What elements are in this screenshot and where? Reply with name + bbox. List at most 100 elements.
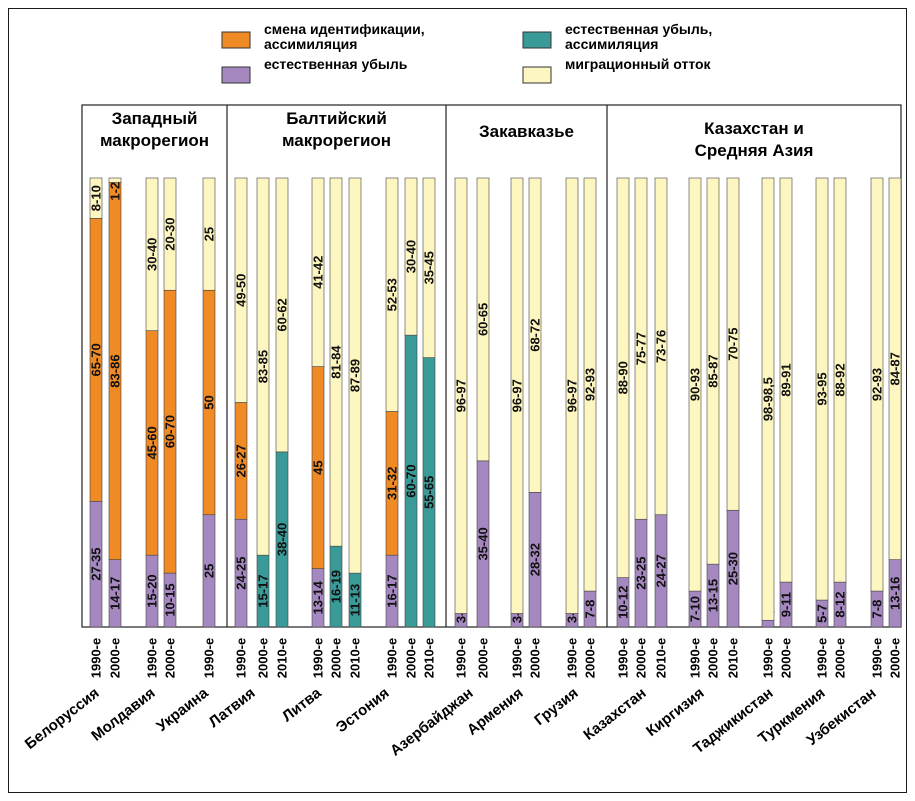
bar-segment-migration xyxy=(779,177,793,583)
segment-value-label: 30-40 xyxy=(404,240,419,273)
period-label: 1990-е xyxy=(385,638,400,678)
period-label: 2000-е xyxy=(108,638,123,678)
segment-value-label: 96-97 xyxy=(565,379,580,412)
period-label: 2010-е xyxy=(654,638,669,678)
period-label: 1990-е xyxy=(688,638,703,678)
segment-value-label: 92-93 xyxy=(583,368,598,401)
country-label: Эстония xyxy=(333,685,393,737)
bar-segment-migration xyxy=(202,177,216,291)
segment-value-label: 55-65 xyxy=(422,476,437,509)
segment-value-label: 45-60 xyxy=(145,426,160,459)
segment-value-label: 87-89 xyxy=(348,359,363,392)
segment-value-label: 45 xyxy=(311,460,326,474)
bar-segment-migration xyxy=(348,177,362,574)
segment-value-label: 24-25 xyxy=(234,556,249,589)
period-label: 1990-е xyxy=(202,638,217,678)
region-title: макрорегион xyxy=(100,131,209,150)
segment-value-label: 35-40 xyxy=(476,527,491,560)
segment-value-label: 50 xyxy=(202,395,217,409)
bar-segment-migration xyxy=(616,177,630,578)
legend-label-ident: ассимиляция xyxy=(264,36,357,52)
country-label: Армения xyxy=(464,685,527,739)
period-label: 2010-е xyxy=(422,638,437,678)
bar-segment-migration xyxy=(454,177,468,614)
segment-value-label: 16-17 xyxy=(385,574,400,607)
bar-segment-migration xyxy=(476,177,490,462)
region-title: макрорегион xyxy=(282,131,391,150)
segment-value-label: 60-70 xyxy=(404,464,419,497)
country-label: Грузия xyxy=(531,685,581,729)
period-label: 1990-е xyxy=(454,638,469,678)
segment-value-label: 5-7 xyxy=(815,604,830,623)
segment-value-label: 83-86 xyxy=(108,354,123,387)
segment-value-label: 92-93 xyxy=(870,368,885,401)
bar-segment-migration xyxy=(634,177,648,520)
legend-swatch-ident xyxy=(221,31,251,49)
segment-value-label: 24-27 xyxy=(654,554,669,587)
segment-value-label: 9-11 xyxy=(779,592,794,617)
bar-segment-migration xyxy=(726,177,740,511)
period-label: 2000-е xyxy=(329,638,344,678)
period-label: 2000-е xyxy=(833,638,848,678)
bar-segment-migration xyxy=(385,177,399,412)
segment-value-label: 23-25 xyxy=(634,556,649,589)
segment-value-label: 8-10 xyxy=(89,185,104,211)
segment-value-label: 49-50 xyxy=(234,274,249,307)
bar-segment-migration xyxy=(145,177,159,331)
period-label: 2000-е xyxy=(779,638,794,678)
segment-value-label: 85-87 xyxy=(706,354,721,387)
period-label: 2010-е xyxy=(275,638,290,678)
bar-segment-migration xyxy=(833,177,847,583)
segment-value-label: 73-76 xyxy=(654,330,669,363)
region-title: Западный xyxy=(112,109,198,128)
bar-segment-migration xyxy=(565,177,579,614)
period-label: 1990-е xyxy=(815,638,830,678)
segment-value-label: 15-17 xyxy=(256,574,271,607)
country-label: Литва xyxy=(279,684,325,725)
legend-label-migration: миграционный отток xyxy=(565,56,712,72)
period-label: 1990-е xyxy=(145,638,160,678)
segment-value-label: 25 xyxy=(202,564,217,578)
country-label: Латвия xyxy=(206,685,259,732)
period-label: 2000-е xyxy=(888,638,903,678)
segment-value-label: 27-35 xyxy=(89,548,104,581)
segment-value-label: 60-62 xyxy=(275,298,290,331)
bar-segment-migration xyxy=(510,177,524,614)
segment-value-label: 68-72 xyxy=(528,319,543,352)
period-label: 1990-е xyxy=(616,638,631,678)
segment-value-label: 13-16 xyxy=(888,577,903,610)
region-title: Балтийский xyxy=(286,109,387,128)
country-label: Казахстан xyxy=(580,685,649,744)
bar-segment-migration xyxy=(583,177,597,592)
bar-segment-migration xyxy=(404,177,418,336)
period-label: 1990-е xyxy=(565,638,580,678)
segment-value-label: 52-53 xyxy=(385,278,400,311)
period-label: 1990-е xyxy=(510,638,525,678)
segment-value-label: 60-65 xyxy=(476,303,491,336)
segment-value-label: 31-32 xyxy=(385,467,400,500)
segment-value-label: 90-93 xyxy=(688,368,703,401)
segment-value-label: 7-8 xyxy=(583,600,598,619)
segment-value-label: 98-98,5 xyxy=(761,377,776,421)
bar-segment-migration xyxy=(706,177,720,565)
bar-segment-migration xyxy=(888,177,902,560)
region-title: Средняя Азия xyxy=(695,141,814,160)
segment-value-label: 8-12 xyxy=(833,592,848,618)
legend-swatch-migration xyxy=(522,66,552,84)
segment-value-label: 70-75 xyxy=(726,328,741,361)
period-label: 2000-е xyxy=(634,638,649,678)
country-label: Украина xyxy=(153,684,212,735)
segment-value-label: 13-15 xyxy=(706,579,721,612)
segment-value-label: 84-87 xyxy=(888,352,903,385)
bar-segment-migration xyxy=(761,177,775,621)
segment-value-label: 41-42 xyxy=(311,256,326,289)
segment-value-label: 75-77 xyxy=(634,332,649,365)
bar-segment-migration xyxy=(528,177,542,493)
segment-value-label: 25-30 xyxy=(726,552,741,585)
segment-value-label: 35-45 xyxy=(422,251,437,284)
bar-segment-migration xyxy=(870,177,884,592)
segment-value-label: 96-97 xyxy=(454,379,469,412)
period-label: 2010-е xyxy=(348,638,363,678)
country-label: Киргизия xyxy=(643,685,707,741)
